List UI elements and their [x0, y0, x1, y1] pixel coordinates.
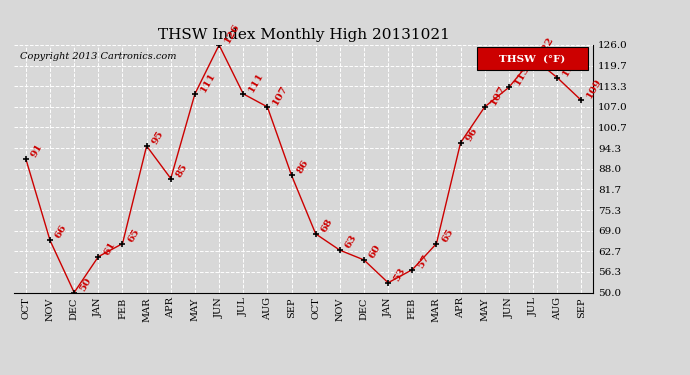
Text: 53: 53 [392, 266, 406, 283]
Text: 61: 61 [102, 240, 117, 256]
Text: THSW  (°F): THSW (°F) [500, 54, 566, 63]
Text: 63: 63 [344, 233, 358, 250]
Text: 107: 107 [271, 84, 290, 107]
Text: 91: 91 [30, 142, 44, 159]
Text: 116: 116 [561, 54, 580, 78]
Text: Copyright 2013 Cartronics.com: Copyright 2013 Cartronics.com [19, 53, 176, 62]
Text: 95: 95 [150, 129, 165, 146]
Text: 60: 60 [368, 243, 383, 260]
Text: 65: 65 [126, 227, 141, 244]
Text: 109: 109 [585, 77, 604, 101]
Text: 113: 113 [513, 64, 531, 87]
Text: 68: 68 [319, 217, 334, 234]
Text: 50: 50 [78, 276, 92, 292]
Text: 126: 126 [223, 22, 241, 45]
Text: 86: 86 [295, 158, 310, 175]
Text: 66: 66 [54, 224, 69, 240]
Text: 122: 122 [537, 35, 555, 58]
Text: 111: 111 [199, 70, 217, 94]
FancyBboxPatch shape [477, 48, 588, 70]
Text: 57: 57 [416, 253, 431, 270]
Title: THSW Index Monthly High 20131021: THSW Index Monthly High 20131021 [157, 28, 450, 42]
Text: 107: 107 [489, 84, 507, 107]
Text: 96: 96 [464, 126, 479, 143]
Text: 85: 85 [175, 162, 189, 178]
Text: 111: 111 [247, 70, 266, 94]
Text: 65: 65 [440, 227, 455, 244]
